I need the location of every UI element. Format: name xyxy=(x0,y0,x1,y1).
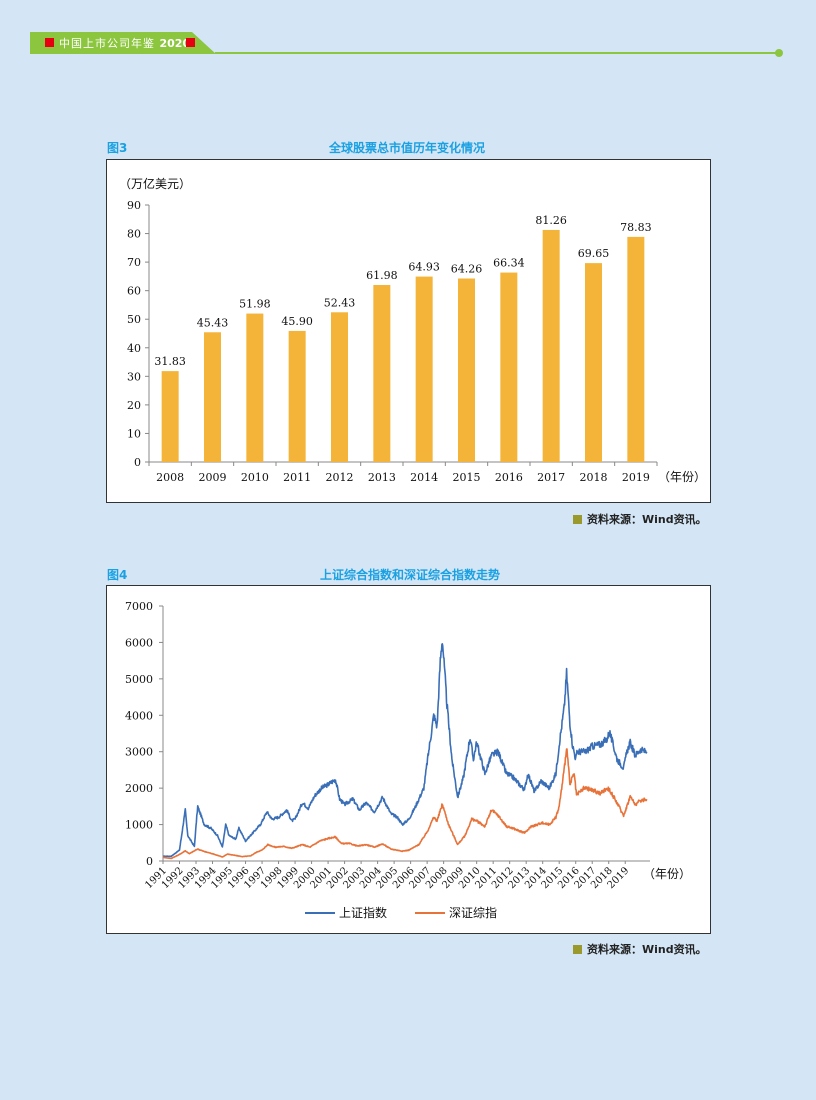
figure3-data-label-2012: 52.43 xyxy=(324,296,356,309)
figure3-bar-2018 xyxy=(585,263,602,462)
figure4-series-shanghai xyxy=(162,642,648,858)
figure3-source: 资料来源：Wind资讯。 xyxy=(573,511,707,527)
figure4-y-tick-label: 1000 xyxy=(125,819,153,832)
header-rule-dot xyxy=(775,49,783,57)
figure3-data-label-2010: 51.98 xyxy=(239,298,270,311)
figure3-x-tick-label-2013: 2013 xyxy=(368,471,396,484)
figure3-bar-2013 xyxy=(373,285,391,462)
figure4-y-tick-label: 6000 xyxy=(125,636,153,649)
figure4-y-tick-label: 5000 xyxy=(125,673,153,686)
figure3-data-label-2014: 64.93 xyxy=(408,261,440,274)
figure3-bar-chart: （万亿美元） 0 10 20 30 40 50 60 70 80 90 31.83 2008 45.43 2… xyxy=(119,176,706,484)
figure3-x-tick-label-2009: 2009 xyxy=(199,471,227,484)
figure3-y-tick-label: 20 xyxy=(127,399,141,412)
figure4-series-shenzhen xyxy=(162,748,648,860)
figure3-data-label-2011: 45.90 xyxy=(281,315,313,328)
figure3-y-tick-label: 80 xyxy=(127,228,141,241)
header-red-square-left xyxy=(45,38,54,47)
figure3-data-label-2019: 78.83 xyxy=(620,221,652,234)
figure3-data-label-2013: 61.98 xyxy=(366,269,398,282)
figure3-bar-2019 xyxy=(627,236,645,462)
figure3-y-tick-label: 50 xyxy=(127,313,141,326)
figure3-label: 图3 xyxy=(107,141,128,155)
figure3-y-tick-label: 30 xyxy=(127,370,141,383)
figure3-x-tick-label-2014: 2014 xyxy=(410,471,438,484)
figure3-bar-2008 xyxy=(161,371,179,462)
figure4-y-tick-label: 3000 xyxy=(125,746,153,759)
source-marker xyxy=(573,515,582,524)
figure3-bar-2009 xyxy=(204,332,221,462)
figure3-bar-2017 xyxy=(542,229,560,462)
figure3-bar-2010 xyxy=(246,313,264,462)
figure3-x-tick-label-2015: 2015 xyxy=(453,471,481,484)
figure4-y-tick-label: 7000 xyxy=(125,600,153,613)
figure4-label: 图4 xyxy=(107,568,128,582)
figure3-x-tick-label-2018: 2018 xyxy=(580,471,608,484)
header-title: 中国上市公司年鉴 2020 xyxy=(59,37,191,50)
figure3-y-axis-unit: （万亿美元） xyxy=(119,176,191,191)
figure3-y-tick-label: 0 xyxy=(134,456,141,469)
figure4-line-chart: 0100020003000400050006000700019911992199… xyxy=(125,600,691,920)
figure4-y-tick-label: 2000 xyxy=(125,782,153,795)
source-marker xyxy=(573,945,582,954)
figure3-x-tick-label-2019: 2019 xyxy=(622,471,650,484)
figure3-y-tick-label: 10 xyxy=(127,427,141,440)
figure3-title: 全球股票总市值历年变化情况 xyxy=(328,141,485,155)
figure3-data-label-2017: 81.26 xyxy=(535,214,567,227)
figure4-y-tick-label: 4000 xyxy=(125,709,153,722)
figure3-data-label-2008: 31.83 xyxy=(154,355,186,368)
figure3-x-tick-label-2017: 2017 xyxy=(537,471,565,484)
figure3-y-tick-label: 60 xyxy=(127,285,141,298)
figure3-x-tick-label-2011: 2011 xyxy=(283,471,311,484)
figure3-x-tick-label-2016: 2016 xyxy=(495,471,523,484)
figure3-x-tick-label-2012: 2012 xyxy=(326,471,354,484)
figure3-y-tick-label: 90 xyxy=(127,199,141,212)
figure3-data-label-2016: 66.34 xyxy=(493,257,525,270)
figure3-bar-2014 xyxy=(415,276,433,462)
figure4-y-tick-label: 0 xyxy=(146,855,153,868)
figure4-chart-frame: 0 1000 2000 3000 4000 5000 6000 7000 1991 1992 199… xyxy=(106,585,711,934)
header-band xyxy=(30,32,216,54)
figure3-bar-2015 xyxy=(458,278,475,462)
figure3-bar-2011 xyxy=(288,330,306,462)
figure4-legend-label: 深证综指 xyxy=(449,905,497,920)
figure4-legend-label: 上证指数 xyxy=(339,905,387,920)
figure3-data-label-2018: 69.65 xyxy=(578,247,610,260)
figure4-title: 上证综合指数和深证综合指数走势 xyxy=(319,568,500,582)
figure4-x-axis-unit: （年份） xyxy=(643,867,691,881)
figure3-y-tick-label: 70 xyxy=(127,256,141,269)
figure3-data-label-2015: 64.26 xyxy=(451,263,483,276)
header-rule xyxy=(215,52,778,54)
figure3-y-tick-label: 40 xyxy=(127,342,141,355)
figure3-data-label-2009: 45.43 xyxy=(197,316,229,329)
figure3-bar-2016 xyxy=(500,272,518,462)
figure3-chart-frame: （万亿美元） 0 10 20 30 40 50 60 70 80 90 31.83 2008 45.43 2… xyxy=(106,159,711,503)
header-red-square-right xyxy=(186,38,195,47)
figure3-x-tick-label-2010: 2010 xyxy=(241,471,269,484)
figure4-source: 资料来源：Wind资讯。 xyxy=(573,941,707,957)
figure3-x-tick-label-2008: 2008 xyxy=(156,471,184,484)
figure3-x-axis-unit: （年份） xyxy=(658,470,706,484)
figure3-bar-2012 xyxy=(331,312,348,462)
